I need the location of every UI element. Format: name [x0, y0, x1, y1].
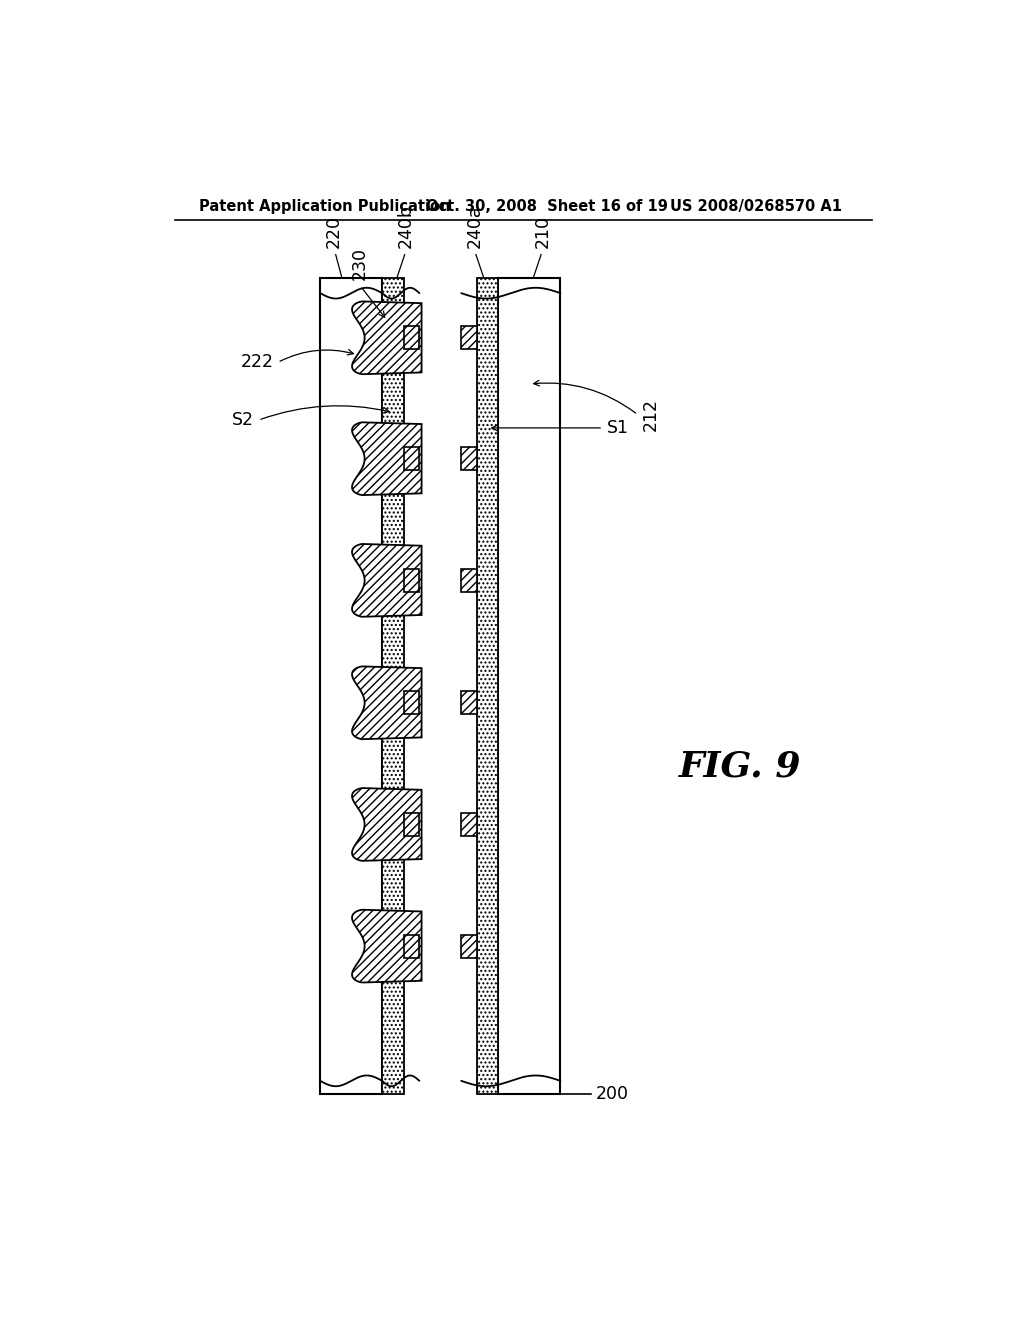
- Polygon shape: [352, 301, 422, 374]
- Bar: [499, 277, 560, 1094]
- Text: 230: 230: [351, 247, 370, 280]
- Text: S2: S2: [232, 412, 254, 429]
- Bar: [461, 447, 477, 470]
- Text: Oct. 30, 2008  Sheet 16 of 19: Oct. 30, 2008 Sheet 16 of 19: [426, 198, 669, 214]
- Text: 220: 220: [326, 215, 343, 248]
- Text: Patent Application Publication: Patent Application Publication: [200, 198, 451, 214]
- Bar: [461, 569, 477, 591]
- Polygon shape: [352, 667, 422, 739]
- Bar: [403, 569, 420, 591]
- Bar: [461, 935, 477, 958]
- Text: 240a: 240a: [466, 205, 483, 248]
- Polygon shape: [352, 788, 422, 861]
- Text: 240b: 240b: [397, 205, 415, 248]
- Text: 200: 200: [595, 1085, 629, 1104]
- Text: FIG. 9: FIG. 9: [679, 750, 802, 784]
- Polygon shape: [352, 909, 422, 982]
- Polygon shape: [352, 544, 422, 616]
- Bar: [461, 326, 477, 350]
- Bar: [477, 277, 499, 1094]
- Text: 212: 212: [642, 399, 659, 432]
- Polygon shape: [352, 422, 422, 495]
- Bar: [403, 935, 420, 958]
- Bar: [403, 813, 420, 836]
- Bar: [461, 692, 477, 714]
- Text: US 2008/0268570 A1: US 2008/0268570 A1: [671, 198, 843, 214]
- Bar: [382, 277, 403, 1094]
- Text: S1: S1: [607, 418, 629, 437]
- Bar: [403, 447, 420, 470]
- Text: 222: 222: [241, 354, 273, 371]
- Text: 210: 210: [534, 215, 552, 248]
- Bar: [403, 692, 420, 714]
- Bar: [461, 813, 477, 836]
- Bar: [403, 326, 420, 350]
- Bar: [321, 277, 382, 1094]
